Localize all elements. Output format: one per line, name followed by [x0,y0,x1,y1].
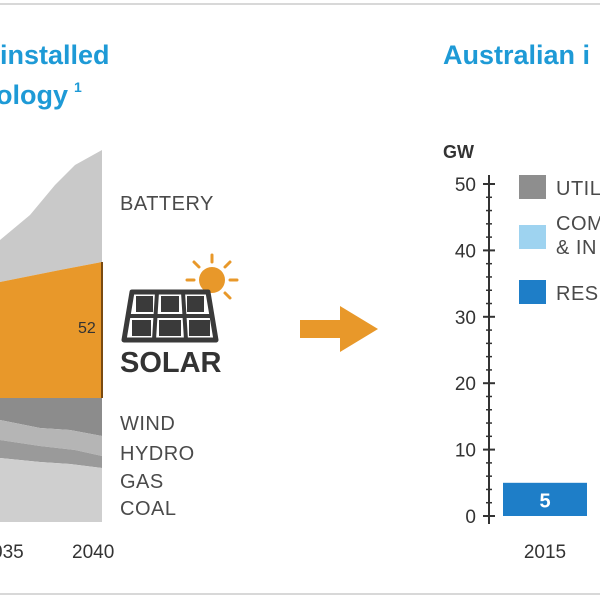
y-axis-ticks: 0 10 20 30 40 50 [455,175,495,528]
area-wind [0,398,102,436]
left-title-line2: ology 1 [0,79,82,110]
bar-x-axis-ticks: 2015 [524,542,566,563]
area-label-coal: COAL [120,498,176,520]
area-label-gas: GAS [120,471,164,493]
legend-label-1-0: COM [556,213,600,235]
bar-legend: UTIL COM& IN RESI [519,175,600,305]
bar-marks: 5 [503,482,587,516]
stacked-bar-chart: 0 10 20 30 40 50 5 2015 UTIL COM& IN RESI [455,175,600,563]
left-x-axis-ticks: 035 2040 [0,542,114,563]
bar-data-label-2015: 5 [539,490,550,512]
solar-value-label: 52 [78,320,96,337]
y-axis-unit: GW [443,142,474,162]
solar-panel-sun-icon [121,253,239,343]
left-title-line2-text: ology [0,80,68,110]
area-battery [0,150,102,282]
left-x-tick-2040: 2040 [72,542,114,563]
left-x-tick-035: 035 [0,542,24,563]
right-arrow-icon [300,306,378,352]
right-title: Australian i [443,40,590,70]
solar-label: SOLAR [120,347,222,379]
y-tick-label-40: 40 [455,241,476,262]
legend-swatch-0 [519,175,546,199]
area-gas [0,440,102,468]
area-hydro [0,420,102,456]
area-series-labels: COAL GAS HYDRO WIND BATTERY [120,193,214,520]
y-tick-label-0: 0 [465,507,476,528]
bar-resi-2015 [503,482,587,516]
legend-label-1-1: & IN [556,237,597,259]
area-solar [0,262,102,398]
area-label-wind: WIND [120,413,175,435]
legend-swatch-1 [519,225,546,249]
legend-label-0-0: UTIL [556,178,600,200]
x-tick-2015: 2015 [524,542,566,563]
area-label-hydro: HYDRO [120,443,195,465]
left-title-line1: installed [0,40,110,70]
y-tick-label-20: 20 [455,374,476,395]
area-coal [0,458,102,522]
y-tick-label-30: 30 [455,308,476,329]
stacked-area-chart: 52 [0,150,103,522]
left-title-superscript: 1 [74,79,82,95]
area-label-battery: BATTERY [120,193,214,215]
y-tick-label-50: 50 [455,175,476,196]
legend-label-2-0: RESI [556,283,600,305]
y-tick-label-10: 10 [455,441,476,462]
legend-swatch-2 [519,280,546,304]
